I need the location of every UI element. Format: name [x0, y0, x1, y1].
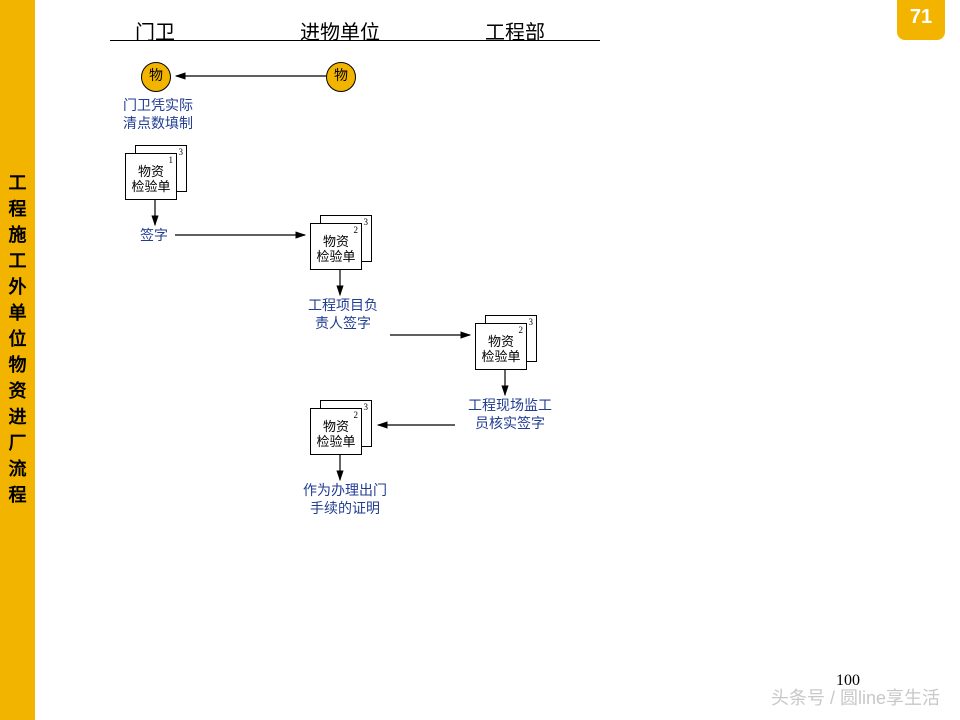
text-line: 工程项目负 — [308, 299, 378, 314]
text-line: 工程现场监工 — [468, 399, 552, 414]
text-line: 作为办理出门 — [303, 484, 387, 499]
text-step4: 工程现场监工 员核实签字 — [460, 398, 560, 434]
header-underline — [110, 40, 600, 41]
doc-label: 物资检验单 — [311, 419, 361, 449]
doc-stack-4: 3 2 物资检验单 — [310, 400, 372, 455]
page-badge: 71 — [897, 0, 945, 40]
text-step1: 门卫凭实际 清点数填制 — [115, 98, 201, 134]
doc-label: 物资检验单 — [476, 334, 526, 364]
watermark: 头条号 / 圆line享生活 — [771, 684, 940, 710]
circle-node-2: 物 — [326, 62, 356, 92]
text-step5: 作为办理出门 手续的证明 — [295, 483, 395, 519]
text-line: 手续的证明 — [310, 502, 380, 517]
sidebar-title: 工程施工外单位物资进厂流程 — [0, 170, 35, 508]
doc-stack-2: 3 2 物资检验单 — [310, 215, 372, 270]
doc-label: 物资检验单 — [311, 234, 361, 264]
doc-num: 3 — [179, 147, 184, 157]
doc-num: 3 — [529, 317, 534, 327]
doc-num: 3 — [364, 402, 369, 412]
doc-stack-1: 3 1 物资检验单 — [125, 145, 187, 200]
doc-num: 3 — [364, 217, 369, 227]
text-step3: 工程项目负 责人签字 — [300, 298, 386, 334]
text-line: 员核实签字 — [475, 417, 545, 432]
text-line: 清点数填制 — [123, 117, 193, 132]
text-line: 责人签字 — [315, 317, 371, 332]
circle-node-1: 物 — [141, 62, 171, 92]
doc-stack-3: 3 2 物资检验单 — [475, 315, 537, 370]
text-line: 门卫凭实际 — [123, 99, 193, 114]
doc-label: 物资检验单 — [126, 164, 176, 194]
text-step2: 签字 — [140, 228, 168, 246]
sidebar: 工程施工外单位物资进厂流程 — [0, 0, 35, 720]
